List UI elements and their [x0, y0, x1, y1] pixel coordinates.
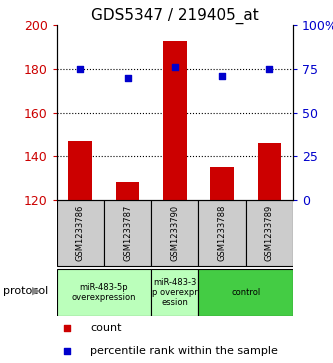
Text: protocol: protocol	[3, 286, 49, 296]
Point	[172, 64, 177, 70]
Bar	[198, 269, 293, 316]
Text: ▶: ▶	[32, 286, 40, 296]
Point	[219, 73, 225, 79]
Point	[267, 66, 272, 72]
Text: GSM1233788: GSM1233788	[217, 205, 227, 261]
Text: control: control	[231, 288, 260, 297]
Title: GDS5347 / 219405_at: GDS5347 / 219405_at	[91, 8, 259, 24]
Text: miR-483-5p
overexpression: miR-483-5p overexpression	[72, 283, 136, 302]
Text: GSM1233790: GSM1233790	[170, 205, 179, 261]
Bar	[116, 182, 139, 200]
Bar	[104, 200, 151, 266]
Bar	[210, 167, 234, 200]
Bar	[163, 41, 187, 200]
Bar	[246, 200, 293, 266]
Bar	[151, 269, 198, 316]
Bar	[57, 200, 104, 266]
Point	[125, 75, 130, 81]
Point	[64, 325, 69, 330]
Text: percentile rank within the sample: percentile rank within the sample	[90, 346, 278, 356]
Bar	[198, 200, 246, 266]
Bar	[57, 269, 151, 316]
Point	[78, 66, 83, 72]
Bar	[258, 143, 281, 200]
Text: miR-483-3
p overexpr
ession: miR-483-3 p overexpr ession	[152, 278, 198, 307]
Point	[64, 348, 69, 354]
Text: GSM1233786: GSM1233786	[76, 205, 85, 261]
Text: count: count	[90, 323, 122, 333]
Bar	[69, 141, 92, 200]
Text: GSM1233789: GSM1233789	[265, 205, 274, 261]
Bar	[151, 200, 198, 266]
Text: GSM1233787: GSM1233787	[123, 205, 132, 261]
